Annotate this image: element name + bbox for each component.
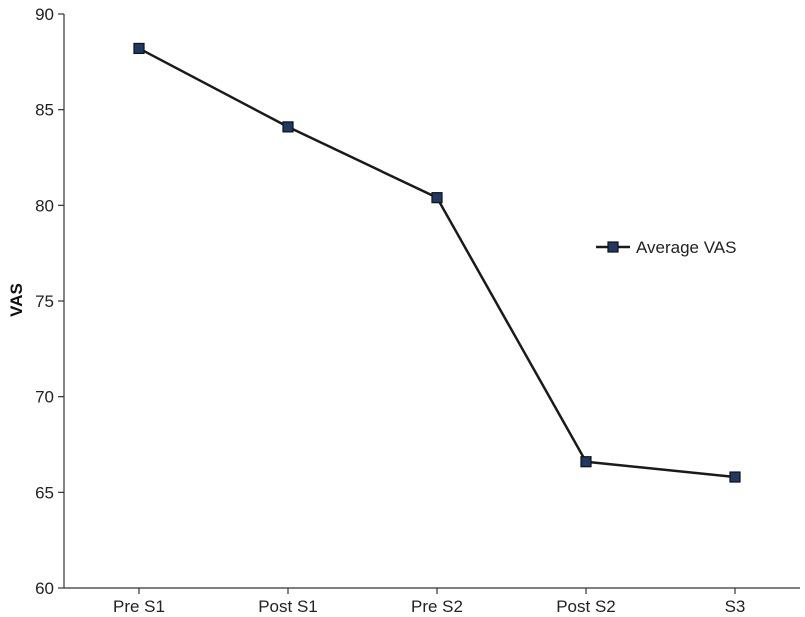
- y-tick-label: 80: [35, 196, 54, 215]
- legend-marker-swatch: [607, 241, 619, 253]
- x-tick-label: S3: [725, 597, 746, 616]
- x-tick-label: Post S2: [556, 597, 616, 616]
- legend: Average VAS: [596, 238, 737, 257]
- y-axis: 60 65 70 75 80 85 90: [35, 5, 65, 598]
- x-tick-label: Post S1: [258, 597, 318, 616]
- data-point-marker: [431, 192, 443, 204]
- y-tick-label: 90: [35, 5, 54, 24]
- series-average-vas: [133, 42, 741, 483]
- y-tick-label: 65: [35, 483, 54, 502]
- data-point-marker: [282, 121, 294, 133]
- x-tick-label: Pre S1: [113, 597, 165, 616]
- y-axis-title: VAS: [7, 283, 26, 317]
- y-tick-label: 70: [35, 388, 54, 407]
- y-tick-label: 85: [35, 101, 54, 120]
- data-point-marker: [729, 471, 741, 483]
- x-tick-label: Pre S2: [411, 597, 463, 616]
- x-axis: Pre S1 Post S1 Pre S2 Post S2 S3: [64, 587, 800, 616]
- series-line: [138, 47, 736, 479]
- legend-label: Average VAS: [636, 238, 737, 257]
- data-point-marker: [580, 456, 592, 468]
- data-point-marker: [133, 42, 145, 55]
- y-tick-label: 60: [35, 579, 54, 598]
- y-tick-label: 75: [35, 292, 54, 311]
